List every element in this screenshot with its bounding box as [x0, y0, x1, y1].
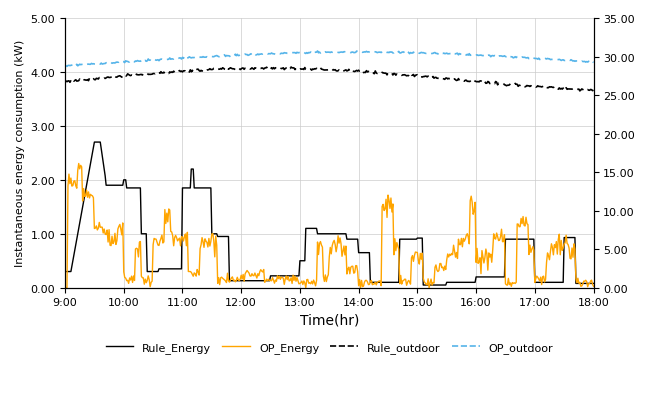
X-axis label: Time(hr): Time(hr)	[300, 313, 359, 327]
Y-axis label: Instantaneous energy consumption (kW): Instantaneous energy consumption (kW)	[15, 40, 25, 267]
Legend: Rule_Energy, OP_Energy, Rule_outdoor, OP_outdoor: Rule_Energy, OP_Energy, Rule_outdoor, OP…	[101, 338, 558, 358]
